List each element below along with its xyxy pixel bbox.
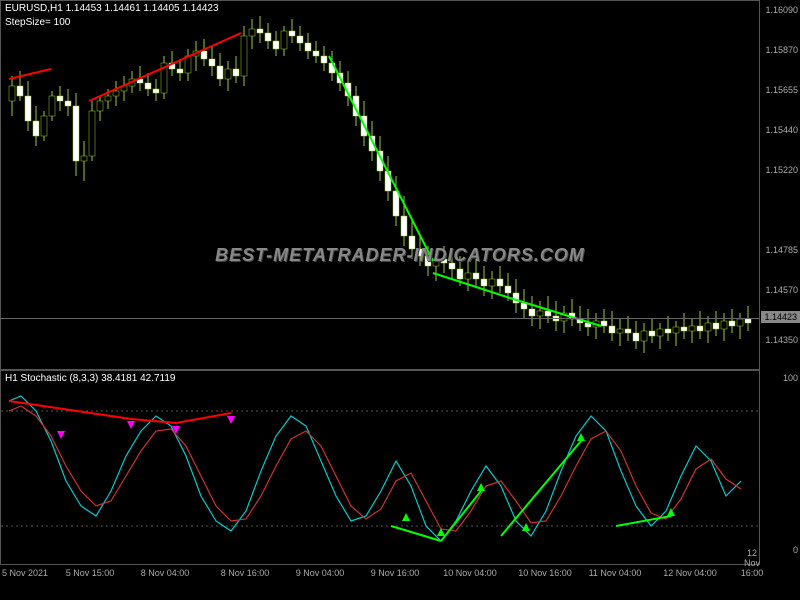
indicator-header: H1 Stochastic (8,3,3) 38.4181 42.7119 [5, 373, 175, 384]
time-x-axis: 5 Nov 20215 Nov 15:008 Nov 04:008 Nov 16… [0, 565, 760, 600]
symbol-header: EURUSD,H1 1.14453 1.14461 1.14405 1.1442… [5, 3, 219, 14]
current-price-line [0, 318, 760, 319]
main-price-chart[interactable] [0, 0, 760, 370]
stochastic-svg [1, 371, 761, 566]
step-size-label: StepSize= 100 [5, 17, 70, 28]
watermark-text: BEST-METATRADER-INDICATORS.COM [215, 245, 585, 266]
stochastic-panel[interactable] [0, 370, 760, 565]
indicator-y-axis: 1000 [760, 370, 800, 565]
price-y-axis: 1.160901.158701.156551.154401.152201.147… [760, 0, 800, 370]
chart-container: EURUSD,H1 1.14453 1.14461 1.14405 1.1442… [0, 0, 800, 600]
price-chart-svg [1, 1, 761, 371]
